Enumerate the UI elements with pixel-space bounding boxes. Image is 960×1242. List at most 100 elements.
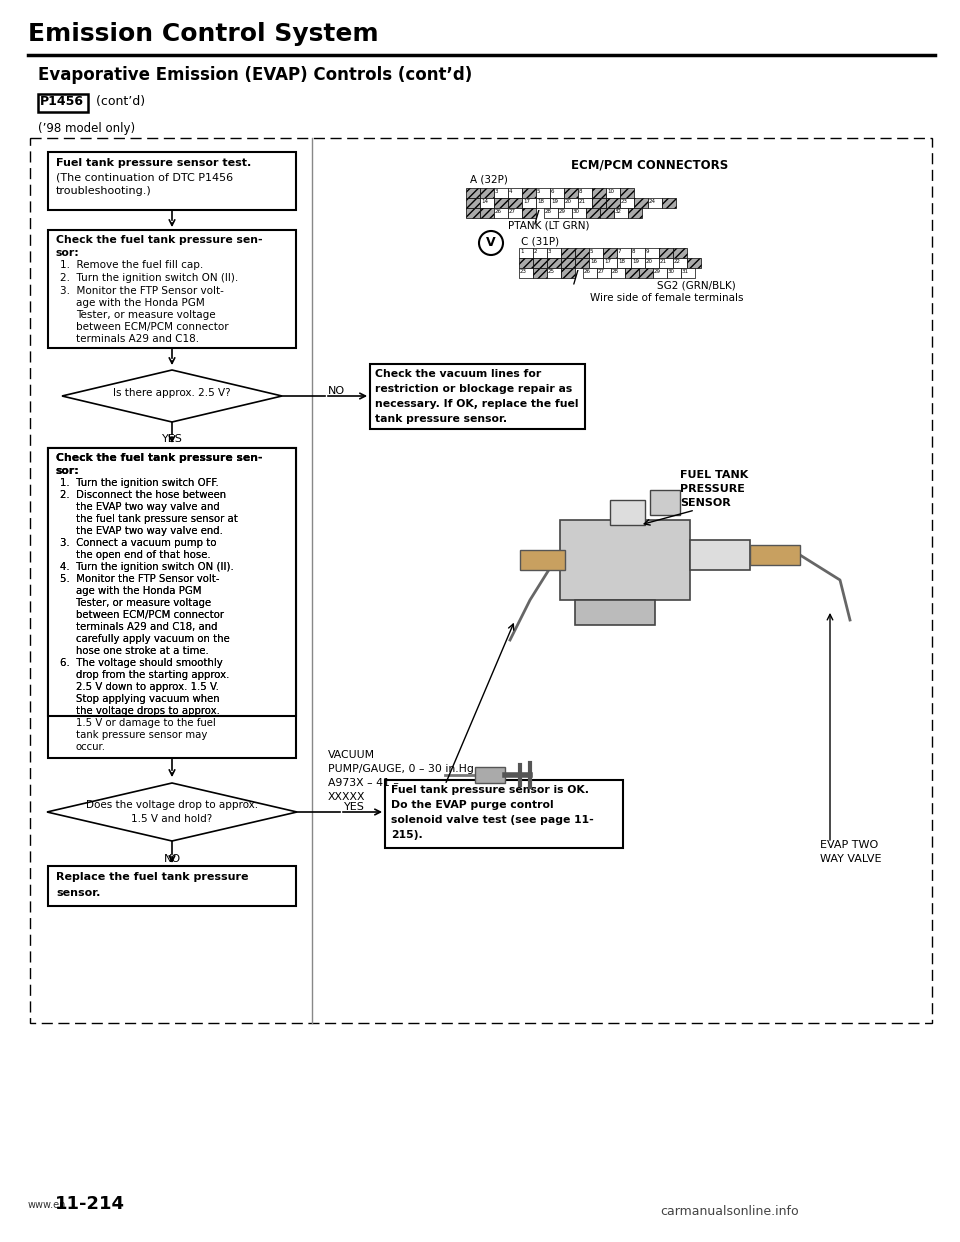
Text: 6.  The voltage should smoothly: 6. The voltage should smoothly (60, 658, 223, 668)
Text: restriction or blockage repair as: restriction or blockage repair as (375, 384, 572, 394)
Text: 3: 3 (495, 189, 498, 194)
Bar (690, 540, 750, 570)
Bar (508, 197, 522, 207)
Text: /: / (534, 207, 540, 226)
Bar (480, 188, 494, 197)
Text: SENSOR: SENSOR (680, 498, 731, 508)
Text: sensor.: sensor. (56, 888, 101, 898)
Text: hose one stroke at a time.: hose one stroke at a time. (76, 646, 208, 656)
Bar (544, 207, 558, 219)
Bar (494, 207, 508, 219)
Text: sor:: sor: (56, 466, 80, 476)
Bar (673, 258, 687, 268)
Text: 1: 1 (520, 248, 523, 255)
Text: the fuel tank pressure sensor at: the fuel tank pressure sensor at (76, 514, 238, 524)
Text: Check the fuel tank pressure sen-: Check the fuel tank pressure sen- (56, 235, 263, 245)
Text: ECM/PCM CONNECTORS: ECM/PCM CONNECTORS (571, 158, 729, 171)
Bar (519, 268, 533, 278)
Text: 26: 26 (584, 270, 591, 274)
Bar (589, 258, 603, 268)
Text: 27: 27 (509, 209, 516, 214)
Text: 4.  Turn the ignition switch ON (II).: 4. Turn the ignition switch ON (II). (60, 561, 233, 573)
Text: 4: 4 (509, 189, 513, 194)
Text: Is there approx. 2.5 V?: Is there approx. 2.5 V? (113, 388, 230, 397)
Text: 32: 32 (615, 209, 622, 214)
Text: 7: 7 (618, 248, 621, 255)
Bar (681, 268, 695, 278)
Bar (592, 188, 606, 197)
Text: Stop applying vacuum when: Stop applying vacuum when (76, 694, 220, 704)
Text: sor:: sor: (56, 248, 80, 258)
Bar (475, 768, 505, 782)
Bar (560, 520, 690, 600)
Bar (667, 268, 681, 278)
Bar (606, 188, 620, 197)
Text: (The continuation of DTC P1456: (The continuation of DTC P1456 (56, 171, 233, 183)
Text: www.en: www.en (28, 1200, 66, 1210)
Text: 23: 23 (520, 270, 527, 274)
Bar (631, 248, 645, 258)
Bar (48, 448, 296, 758)
Text: 28: 28 (545, 209, 552, 214)
Bar (662, 197, 676, 207)
Text: 28: 28 (612, 270, 619, 274)
Bar (370, 364, 585, 428)
Text: sor:: sor: (56, 466, 80, 476)
Text: hose one stroke at a time.: hose one stroke at a time. (76, 646, 208, 656)
Bar (603, 248, 617, 258)
Text: /: / (573, 268, 579, 286)
Text: between ECM/PCM connector: between ECM/PCM connector (76, 610, 224, 620)
Text: Do the EVAP purge control: Do the EVAP purge control (391, 800, 554, 810)
Text: the voltage drops to approx.: the voltage drops to approx. (76, 705, 220, 715)
Text: P1456: P1456 (40, 94, 84, 108)
Bar (508, 207, 522, 219)
Bar (750, 545, 800, 565)
Bar (466, 207, 480, 219)
Text: EVAP TWO: EVAP TWO (820, 840, 878, 850)
Bar (583, 268, 597, 278)
Text: NO: NO (163, 854, 180, 864)
Text: PUMP/GAUGE, 0 – 30 in.Hg: PUMP/GAUGE, 0 – 30 in.Hg (328, 764, 474, 774)
Text: 2: 2 (534, 248, 538, 255)
Text: 14: 14 (481, 199, 488, 204)
Text: 1.5 V and hold?: 1.5 V and hold? (132, 814, 212, 823)
Bar (631, 258, 645, 268)
Text: 20: 20 (565, 199, 572, 204)
Bar (466, 188, 480, 197)
Text: 19: 19 (551, 199, 558, 204)
Text: A (32P): A (32P) (470, 174, 508, 184)
Bar (547, 248, 561, 258)
Text: Tester, or measure voltage: Tester, or measure voltage (76, 310, 216, 320)
Bar (536, 197, 550, 207)
Bar (48, 230, 296, 348)
Text: 8: 8 (632, 248, 636, 255)
Bar (508, 188, 522, 197)
Bar (385, 780, 623, 848)
Bar (466, 197, 480, 207)
Bar (480, 207, 494, 219)
Text: Wire side of female terminals: Wire side of female terminals (590, 293, 743, 303)
Text: 10: 10 (607, 189, 614, 194)
Bar (617, 248, 631, 258)
Bar (614, 207, 628, 219)
Bar (519, 248, 533, 258)
Bar (564, 188, 578, 197)
Text: 3.  Connect a vacuum pump to: 3. Connect a vacuum pump to (60, 538, 217, 548)
Text: Check the vacuum lines for: Check the vacuum lines for (375, 369, 541, 379)
Bar (589, 248, 603, 258)
Text: 1.  Remove the fuel fill cap.: 1. Remove the fuel fill cap. (60, 260, 204, 270)
Text: 27: 27 (598, 270, 605, 274)
Bar (561, 268, 575, 278)
Bar (522, 197, 536, 207)
Text: tank pressure sensor may: tank pressure sensor may (76, 730, 207, 740)
Bar (628, 207, 642, 219)
Bar (561, 248, 575, 258)
Bar (578, 188, 592, 197)
Text: 29: 29 (559, 209, 566, 214)
Bar (610, 501, 645, 525)
Text: Does the voltage drop to approx.: Does the voltage drop to approx. (86, 800, 258, 810)
Bar (578, 197, 592, 207)
Text: the EVAP two way valve and: the EVAP two way valve and (76, 502, 220, 512)
Bar (494, 188, 508, 197)
Text: YES: YES (344, 802, 365, 812)
